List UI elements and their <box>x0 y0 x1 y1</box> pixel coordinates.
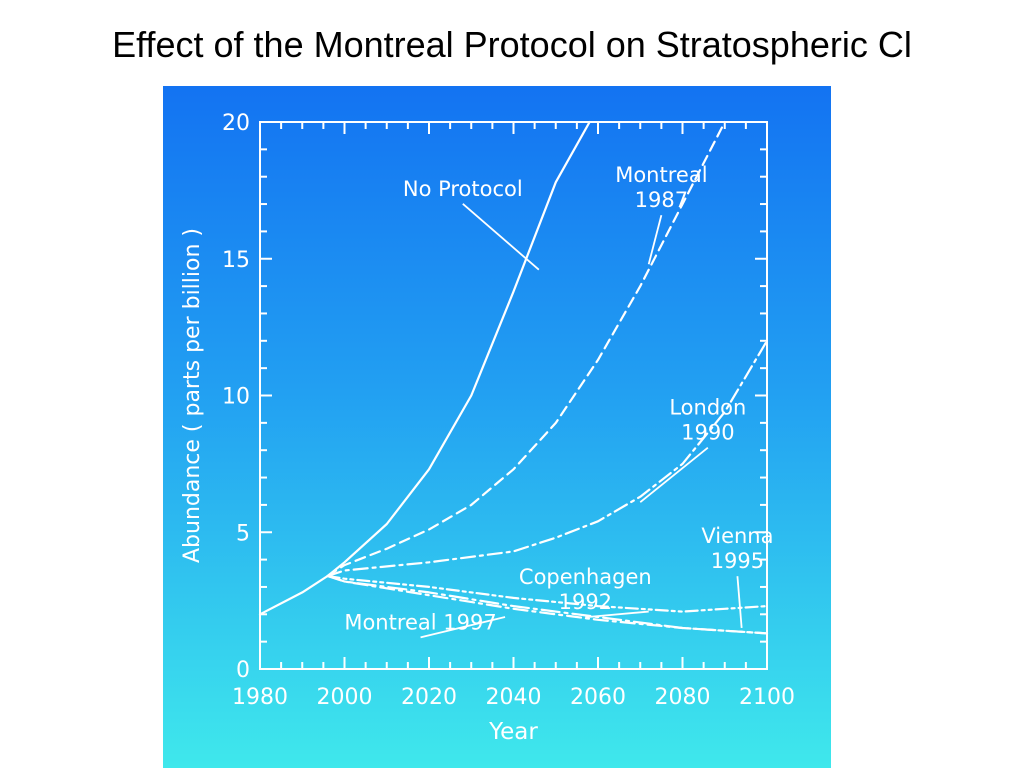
x-tick-label: 1980 <box>232 685 288 710</box>
x-tick-label: 2060 <box>570 685 626 710</box>
slide-title: Effect of the Montreal Protocol on Strat… <box>112 24 912 65</box>
y-tick-label: 0 <box>236 658 250 683</box>
annotations-layer: No ProtocolMontreal1987London1990Vienna1… <box>344 163 774 639</box>
annotation-label-copenhagen-1992: Copenhagen <box>519 565 652 589</box>
y-axis-label: Abundance ( parts per billion ) <box>180 228 205 563</box>
annotation-label-london-1990: London <box>669 396 746 420</box>
y-tick-label: 15 <box>222 248 250 273</box>
y-tick-label: 10 <box>222 385 250 410</box>
annotation-leader-london-1990 <box>639 446 709 503</box>
annotation-label-montreal-1987: 1987 <box>635 188 688 212</box>
series-line-london-1990 <box>326 339 769 578</box>
x-axis-label: Year <box>488 719 538 745</box>
chart-svg: 1980 2000 2020 2040 2060 2080 2100 0 5 10 15 20 No … <box>180 111 795 745</box>
annotation-label-montreal-1987: Montreal <box>615 163 707 187</box>
annotation-label-montreal-1997: Montreal 1997 <box>344 610 496 634</box>
annotation-leader-vienna-1995 <box>736 576 743 629</box>
x-tick-label: 2080 <box>655 685 711 710</box>
annotation-label-copenhagen-1992: 1992 <box>559 590 612 614</box>
chart-panel: 1980 2000 2020 2040 2060 2080 2100 0 5 10 15 20 No … <box>163 86 831 768</box>
x-tick-label: 2040 <box>486 685 542 710</box>
series-layer <box>258 120 769 635</box>
annotation-label-vienna-1995: 1995 <box>711 549 764 573</box>
x-tick-label: 2000 <box>317 685 373 710</box>
annotation-leader-copenhagen-1992 <box>585 610 649 619</box>
series-line-no-protocol <box>258 120 591 616</box>
annotation-label-no-protocol: No Protocol <box>403 177 523 201</box>
y-tick-label: 5 <box>236 521 250 546</box>
y-tick-label: 20 <box>222 111 250 136</box>
axes-layer: 1980 2000 2020 2040 2060 2080 2100 0 5 10 15 20 <box>222 111 795 710</box>
series-line-montreal-1987 <box>326 120 726 578</box>
annotation-leader-montreal-1987 <box>647 214 663 265</box>
annotation-label-vienna-1995: Vienna <box>701 524 773 548</box>
x-tick-label: 2100 <box>739 685 795 710</box>
series-line-copenhagen-1992 <box>326 574 769 613</box>
annotation-leader-montreal-1997 <box>420 616 506 639</box>
annotation-label-london-1990: 1990 <box>681 421 734 445</box>
annotation-leader-no-protocol <box>462 203 540 271</box>
series-line-montreal-1997 <box>326 574 769 635</box>
x-tick-label: 2020 <box>401 685 457 710</box>
